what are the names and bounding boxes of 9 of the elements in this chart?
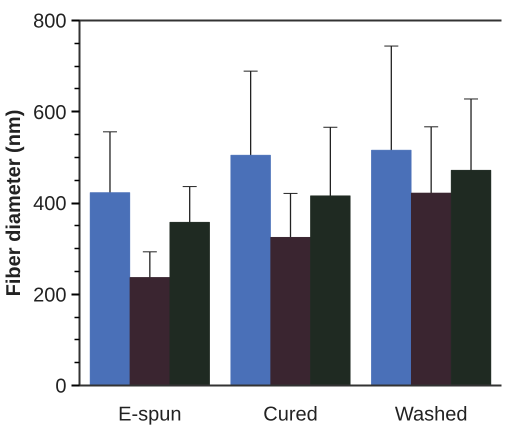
y-tick-label: 400 (33, 193, 67, 215)
y-tick-label: 800 (33, 10, 67, 32)
x-tick-label: Cured (263, 404, 318, 426)
x-tick-label: E-spun (118, 404, 182, 426)
y-tick-label: 600 (33, 102, 67, 124)
y-tick-label: 0 (55, 376, 66, 398)
x-tick-label: Washed (394, 404, 468, 426)
y-tick-label: 200 (33, 284, 67, 306)
y-axis-title: Fiber diameter (nm) (3, 110, 26, 296)
